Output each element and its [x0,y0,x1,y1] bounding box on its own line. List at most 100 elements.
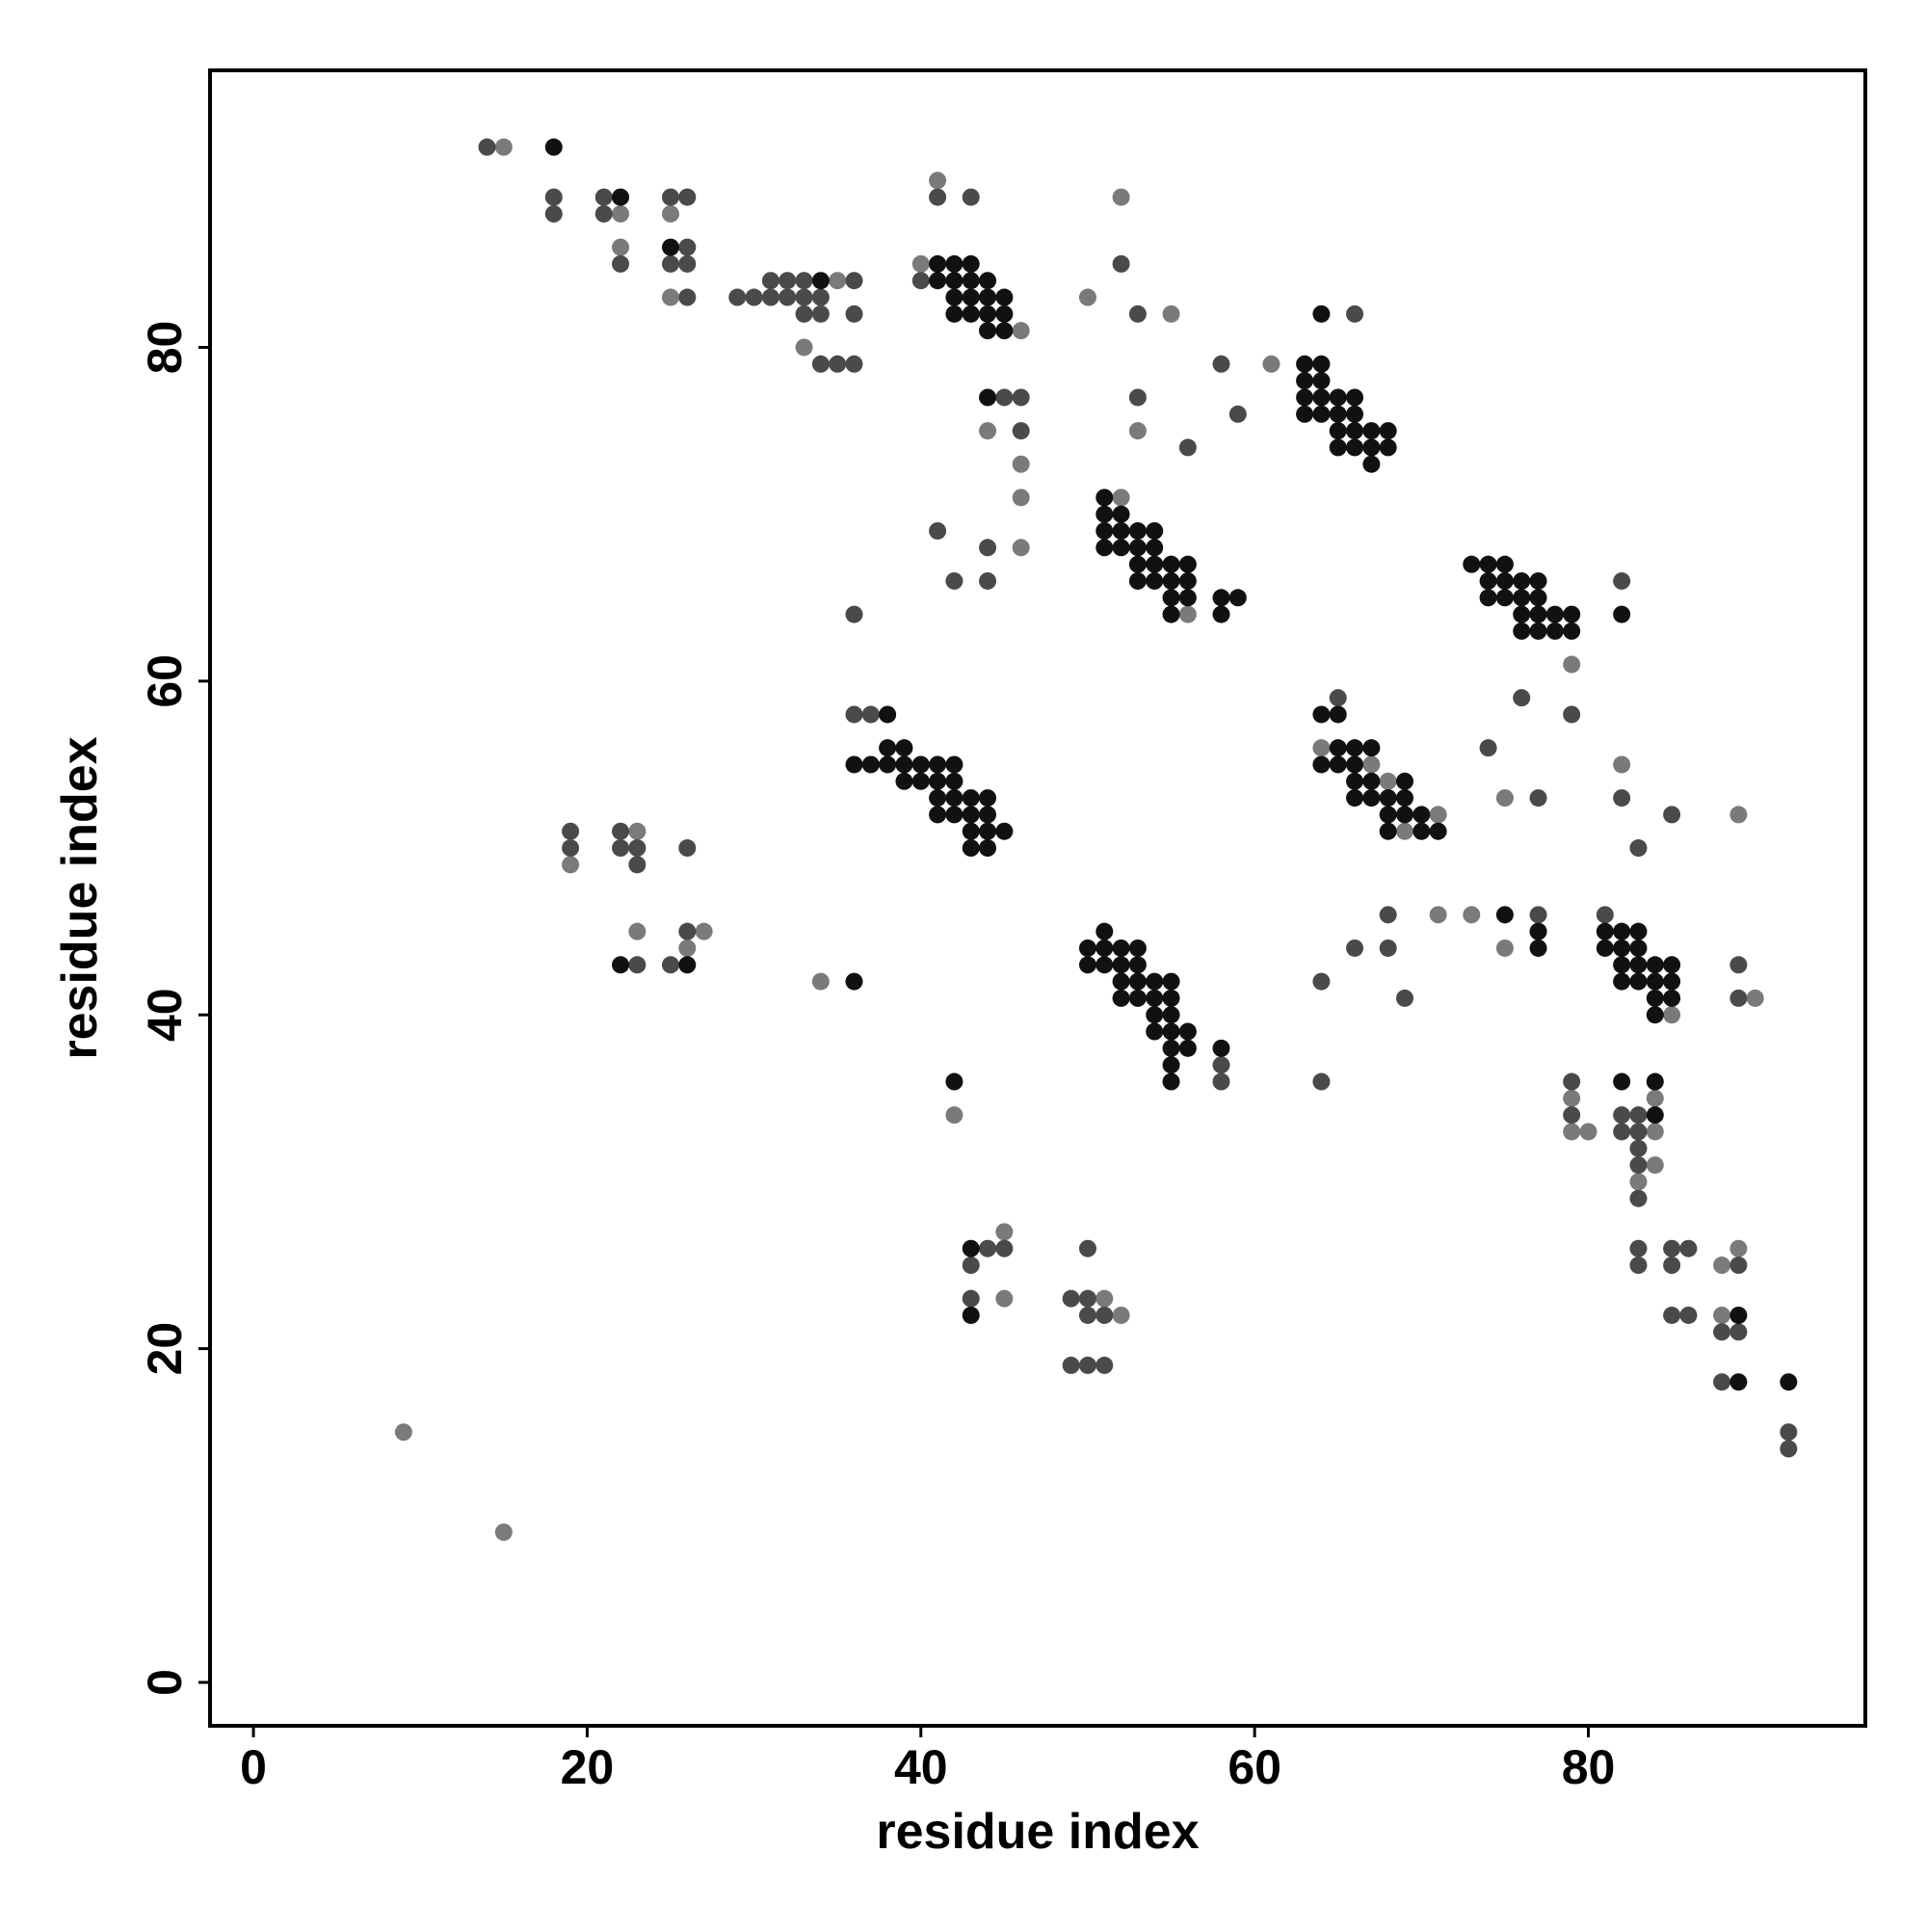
contact-point [979,1239,997,1257]
contact-point [1112,505,1130,523]
contact-point [1329,739,1347,757]
contact-point [1613,755,1631,774]
contact-point [661,956,679,974]
contact-point [1162,571,1180,590]
contact-point [562,856,580,874]
contact-point [1078,288,1096,306]
contact-point [1312,972,1331,991]
contact-point [1178,589,1197,607]
contact-point [1312,304,1331,323]
contact-point [1012,539,1030,557]
contact-point [1529,605,1547,623]
contact-point [1379,906,1397,924]
contact-point [945,288,964,306]
contact-point [995,304,1014,323]
contact-point [661,288,679,306]
contact-point [1329,755,1347,774]
contact-point [829,355,847,373]
contact-point [945,772,964,790]
contact-point [478,138,496,156]
contact-point [1613,956,1631,974]
contact-point [1012,422,1030,440]
contact-point [1112,1306,1130,1324]
x-axis-title: residue index [876,1804,1199,1860]
contact-point [745,288,763,306]
contact-point [1178,438,1197,457]
contact-point [1563,1106,1581,1125]
contact-point [1329,689,1347,707]
contact-point [1362,755,1381,774]
contact-point [911,772,930,790]
x-tick-label: 40 [894,1740,948,1794]
contact-point [1613,1123,1631,1141]
contact-point [1579,1123,1597,1141]
contact-point [1780,1423,1798,1442]
contact-point [962,822,980,840]
contact-point [1563,1072,1581,1091]
contact-point [1379,789,1397,807]
contact-point [1746,989,1764,1007]
contact-point [1312,1072,1331,1091]
contact-point [612,204,630,223]
contact-point [1513,571,1531,590]
contact-point [1646,1106,1664,1125]
contact-point [1329,422,1347,440]
contact-point [1479,589,1497,607]
contact-point [1780,1440,1798,1458]
contact-point [962,272,980,290]
contact-point [1162,1072,1180,1091]
contact-point [612,956,630,974]
contact-point [979,422,997,440]
contact-point [795,304,813,323]
contact-point [1613,939,1631,957]
contact-point [1112,972,1130,991]
contact-point [1563,705,1581,724]
contact-point [945,272,964,290]
contact-point [612,822,630,840]
contact-point [929,772,947,790]
contact-point [612,238,630,256]
contact-point [628,839,647,858]
contact-point [929,521,947,540]
contact-point [1146,989,1164,1007]
contact-point [1663,806,1681,824]
contact-point [1679,1239,1698,1257]
contact-point [962,839,980,858]
contact-point [678,839,697,858]
contact-point [845,355,863,373]
contact-point [779,288,797,306]
contact-point [1095,939,1114,957]
contact-point [1346,739,1364,757]
contact-point [678,288,697,306]
contact-point [1629,956,1648,974]
contact-point [895,772,913,790]
contact-point [1429,822,1447,840]
contact-point [1312,388,1331,407]
contact-point [1629,839,1648,858]
contact-point [1178,1039,1197,1057]
contact-point [661,254,679,273]
contact-point [1379,822,1397,840]
contact-point [1296,355,1314,373]
contact-point [845,972,863,991]
contact-point [1012,455,1030,473]
contact-point [1346,789,1364,807]
contact-point [1078,1306,1096,1324]
contact-point [1529,939,1547,957]
contact-point [1146,1022,1164,1041]
contact-point [945,755,964,774]
contact-point [1663,1239,1681,1257]
contact-point [1078,939,1096,957]
contact-point [1128,956,1147,974]
contact-point [1095,956,1114,974]
contact-point [1713,1306,1731,1324]
contact-point [628,956,647,974]
contact-point [945,1106,964,1125]
contact-point [1529,589,1547,607]
contact-point [1629,1257,1648,1275]
contact-point [1346,772,1364,790]
contact-point [1563,605,1581,623]
contact-point [1513,689,1531,707]
contact-point [1780,1373,1798,1391]
contact-point [1128,972,1147,991]
